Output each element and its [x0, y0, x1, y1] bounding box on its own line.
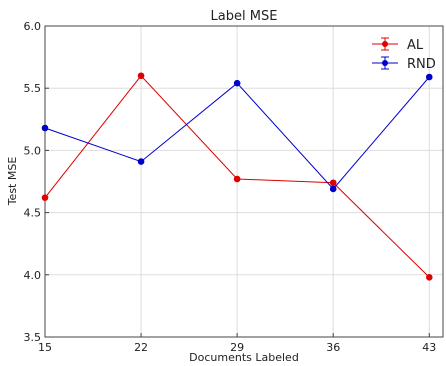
data-point-rnd [425, 73, 433, 81]
legend-label: RND [407, 57, 436, 72]
data-point-rnd [41, 124, 49, 132]
series-layer [41, 72, 433, 281]
axis-ticks: 15 22 29 36 43 3.5 4.0 4.5 5.0 5.5 6.0 [24, 20, 437, 354]
data-point-rnd [233, 79, 241, 87]
legend-item-rnd: RND [372, 56, 436, 72]
y-tick-label: 4.0 [24, 269, 42, 282]
x-tick-label: 15 [38, 341, 52, 354]
series-rnd [41, 73, 433, 193]
data-point-al [425, 273, 433, 281]
x-tick-label: 29 [230, 341, 244, 354]
data-point-al [329, 179, 337, 187]
legend-marker [382, 41, 388, 47]
data-point-al [233, 175, 241, 183]
data-point-rnd [329, 185, 337, 193]
chart-title: Label MSE [211, 9, 278, 24]
x-axis-title: Documents Labeled [189, 351, 299, 364]
data-point-al [137, 72, 145, 80]
x-tick-label: 43 [422, 341, 436, 354]
y-tick-label: 5.0 [24, 144, 42, 157]
y-tick-label: 3.5 [24, 331, 42, 344]
y-tick-label: 6.0 [24, 20, 42, 33]
data-point-al [41, 194, 49, 201]
series-al [41, 72, 433, 281]
y-tick-label: 4.5 [24, 207, 42, 220]
legend-label: AL [407, 38, 424, 53]
y-tick-label: 5.5 [24, 82, 42, 95]
legend-item-al: AL [372, 37, 424, 53]
y-axis-title: Test MSE [6, 157, 19, 207]
x-tick-label: 22 [134, 341, 148, 354]
grid-lines [44, 25, 443, 338]
legend-marker [382, 60, 388, 66]
plot-frame [44, 25, 444, 338]
data-point-rnd [137, 158, 145, 165]
x-tick-label: 36 [326, 341, 340, 354]
legend: AL RND [372, 37, 436, 72]
